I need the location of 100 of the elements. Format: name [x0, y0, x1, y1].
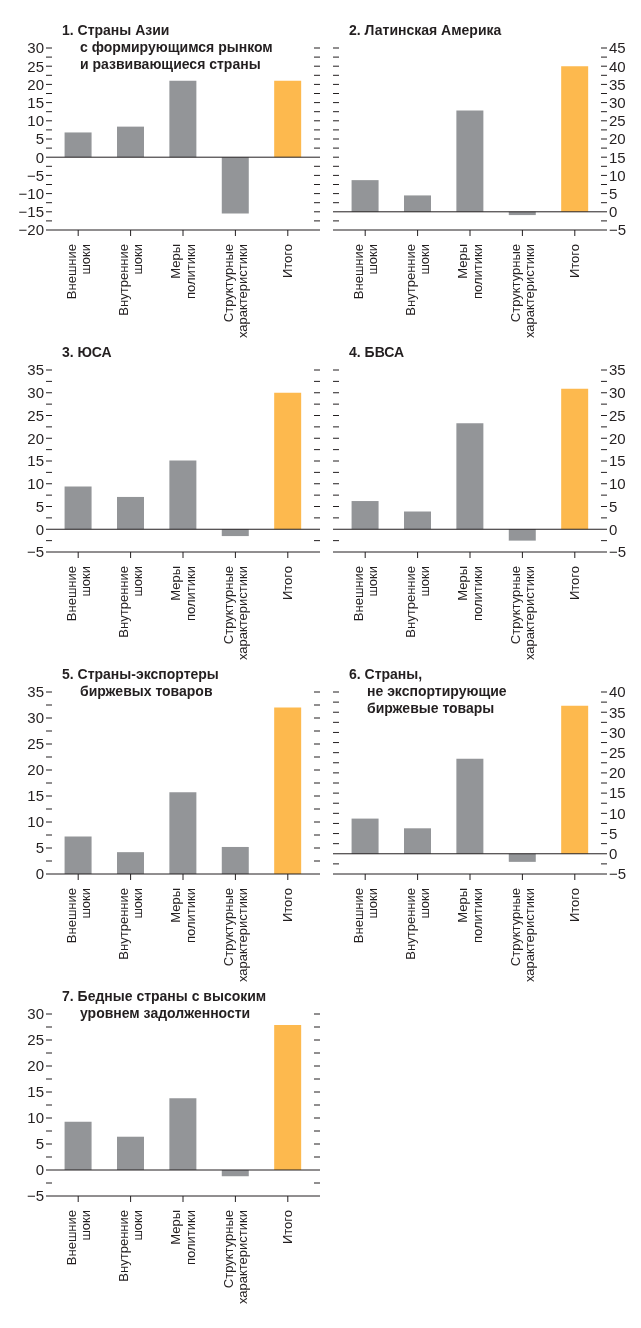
y-tick-label: 25 [27, 57, 44, 75]
x-tick-label: Внешние шоки [63, 244, 93, 300]
y-tick-label: 0 [35, 865, 44, 883]
y-tick-label: 15 [27, 93, 44, 111]
bar [116, 126, 144, 158]
y2-tick-label: 15 [609, 148, 626, 166]
y-tick-label: 20 [27, 429, 44, 447]
y2-tick-label: 5 [609, 824, 618, 842]
y-tick-label: −5 [26, 543, 44, 561]
bar [561, 705, 589, 854]
x-tick-label: Внутренние шоки [403, 888, 433, 960]
bar [221, 846, 249, 874]
y2-tick-label: 20 [609, 130, 626, 148]
x-tick-label: Внутренние шоки [116, 566, 146, 638]
y2-tick-label: 0 [609, 520, 618, 538]
bar [456, 758, 484, 854]
y2-tick-label: 10 [609, 166, 626, 184]
y2-tick-label: 5 [609, 497, 618, 515]
y-tick-label: 25 [27, 735, 44, 753]
y-tick-label: 30 [27, 384, 44, 402]
y-tick-label: 15 [27, 1083, 44, 1101]
y-tick-label: 5 [35, 839, 44, 857]
y2-tick-label: 10 [609, 475, 626, 493]
bar [64, 486, 92, 530]
bar [169, 792, 197, 874]
y-tick-label: 25 [27, 1031, 44, 1049]
y2-tick-label: 45 [609, 39, 626, 57]
y2-tick-label: 5 [609, 184, 618, 202]
bar [403, 195, 431, 212]
bar [351, 180, 379, 212]
bar [561, 66, 589, 212]
y2-tick-label: 25 [609, 743, 626, 761]
y-tick-label: 0 [35, 520, 44, 538]
x-tick-label: Внешние шоки [350, 244, 380, 300]
y2-tick-label: 15 [609, 784, 626, 802]
y-tick-label: 10 [27, 1109, 44, 1127]
y-tick-label: −15 [18, 203, 44, 221]
chart-title: 7. Бедные страны с высоким уровнем задолженности [62, 988, 267, 1022]
y-tick-label: 15 [27, 452, 44, 470]
x-tick-label: Итого [280, 566, 296, 601]
y-tick-label: 5 [35, 130, 44, 148]
x-tick-label: Внешние шоки [63, 888, 93, 944]
x-tick-label: Внешние шоки [350, 566, 380, 622]
y2-tick-label: 40 [609, 57, 626, 75]
y2-tick-label: 30 [609, 93, 626, 111]
x-tick-label: Внутренние шоки [403, 244, 433, 316]
y2-tick-label: −5 [609, 543, 627, 561]
y-tick-label: 35 [27, 361, 44, 379]
bar [351, 818, 379, 854]
bar [116, 1136, 144, 1170]
bar [64, 836, 92, 874]
bar [221, 157, 249, 214]
bar [274, 1024, 302, 1170]
y2-tick-label: 25 [609, 112, 626, 130]
y2-tick-label: 15 [609, 452, 626, 470]
y2-tick-label: 30 [609, 384, 626, 402]
bar [274, 707, 302, 874]
bar [169, 460, 197, 530]
x-tick-label: Итого [280, 244, 296, 279]
x-tick-label: Внутренние шоки [116, 1210, 146, 1282]
y2-tick-label: 35 [609, 703, 626, 721]
y-tick-label: 10 [27, 475, 44, 493]
y-tick-label: 0 [35, 1161, 44, 1179]
bar [508, 211, 536, 216]
y2-tick-label: 25 [609, 406, 626, 424]
chart-title: 3. ЮСА [62, 344, 112, 361]
bar [351, 501, 379, 530]
y-tick-label: −5 [26, 1187, 44, 1205]
y-tick-label: 0 [35, 148, 44, 166]
y-tick-label: 30 [27, 39, 44, 57]
y-tick-label: 20 [27, 75, 44, 93]
y-tick-label: 20 [27, 761, 44, 779]
y-tick-label: 5 [35, 1135, 44, 1153]
x-tick-label: Итого [280, 1210, 296, 1245]
chart-title: 5. Страны-экспортеры биржевых товаров [62, 666, 219, 700]
bar [274, 80, 302, 158]
bar [508, 853, 536, 862]
bar [456, 423, 484, 530]
x-tick-label: Внутренние шоки [116, 244, 146, 316]
chart-title: 6. Страны, не экспортирующие биржевые товары [349, 666, 507, 717]
y-tick-label: 5 [35, 497, 44, 515]
y2-tick-label: 35 [609, 75, 626, 93]
x-tick-label: Итого [567, 888, 583, 923]
bar [403, 828, 431, 854]
x-tick-label: Итого [567, 566, 583, 601]
x-tick-label: Внутренние шоки [403, 566, 433, 638]
y2-tick-label: 20 [609, 429, 626, 447]
bar [508, 529, 536, 541]
y-tick-label: 30 [27, 1005, 44, 1023]
y-tick-label: −20 [18, 221, 44, 239]
y-tick-label: 20 [27, 1057, 44, 1075]
y-tick-label: 25 [27, 406, 44, 424]
y2-tick-label: 30 [609, 723, 626, 741]
y-tick-label: −10 [18, 184, 44, 202]
x-tick-label: Итого [280, 888, 296, 923]
y2-tick-label: 20 [609, 764, 626, 782]
y-tick-label: 10 [27, 813, 44, 831]
x-tick-label: Внешние шоки [63, 1210, 93, 1266]
y2-tick-label: −5 [609, 221, 627, 239]
bar [274, 392, 302, 530]
